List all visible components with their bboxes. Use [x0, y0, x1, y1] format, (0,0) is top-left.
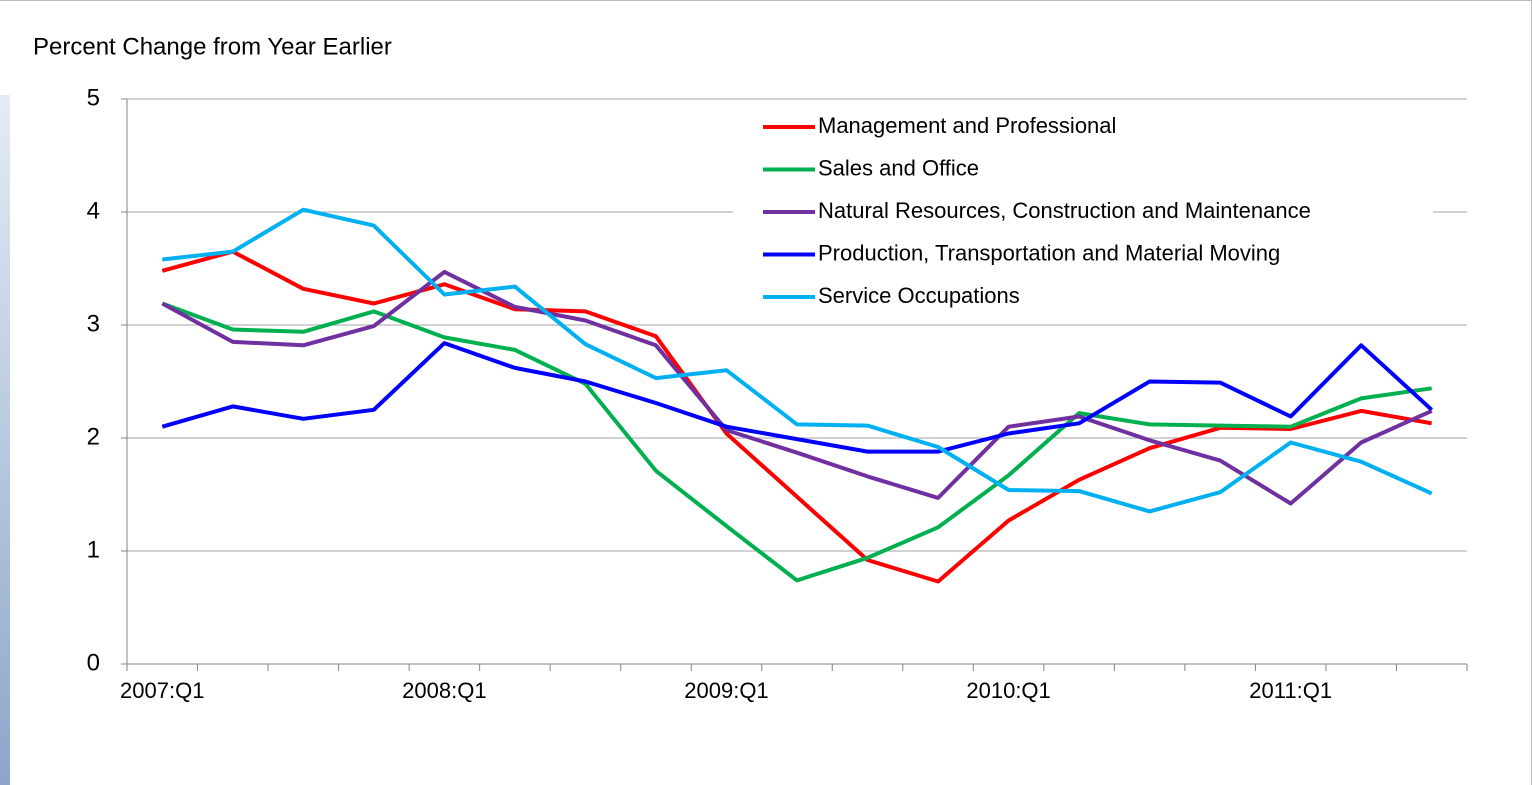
x-tick-label: 2007:Q1	[120, 678, 204, 703]
series-line	[161, 269, 1433, 506]
series-line	[161, 249, 1433, 584]
legend-label: Management and Professional	[818, 113, 1116, 138]
side-strip	[0, 95, 10, 785]
legend-label: Production, Transportation and Material …	[818, 240, 1280, 265]
y-axis-title: Percent Change from Year Earlier	[33, 33, 392, 60]
legend-label: Service Occupations	[818, 283, 1020, 308]
series-line	[161, 341, 1434, 454]
legend-label: Natural Resources, Construction and Main…	[818, 198, 1311, 223]
y-tick-label: 4	[87, 197, 100, 224]
y-tick-label: 1	[87, 536, 100, 563]
y-tick-label: 5	[87, 84, 100, 111]
series-line	[162, 207, 1433, 514]
y-tick-label: 2	[87, 423, 100, 450]
x-tick-label: 2010:Q1	[966, 678, 1050, 703]
x-tick-label: 2009:Q1	[684, 678, 768, 703]
x-tick-label: 2011:Q1	[1249, 678, 1332, 703]
legend-label: Sales and Office	[818, 155, 979, 180]
y-tick-label: 3	[87, 310, 100, 337]
x-tick-label: 2008:Q1	[402, 678, 486, 703]
legend-box	[733, 105, 1433, 323]
series-line	[161, 301, 1432, 583]
y-tick-label: 0	[87, 649, 100, 676]
